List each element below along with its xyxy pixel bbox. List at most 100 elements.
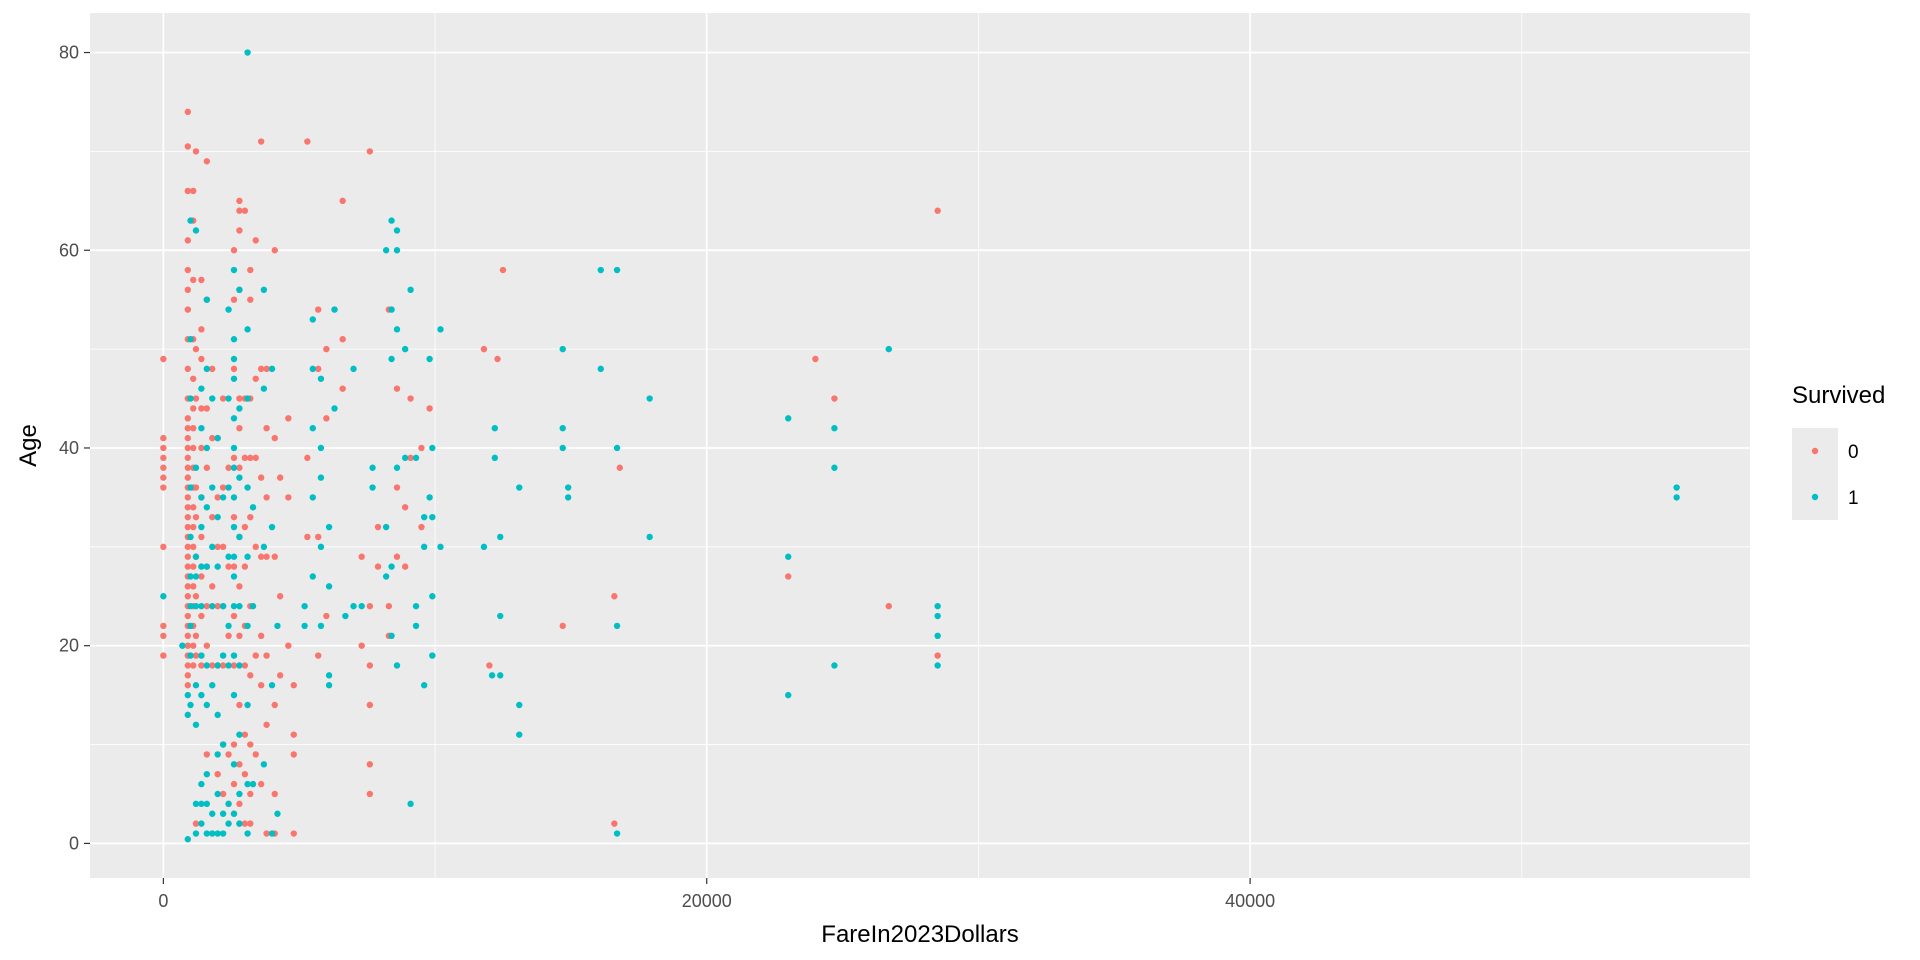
data-point-survived-1 [342, 612, 349, 620]
data-point-survived-0 [225, 751, 232, 758]
data-point-survived-0 [611, 593, 618, 600]
legend-key-point [1811, 447, 1819, 455]
data-point-survived-1 [230, 375, 238, 382]
data-point-survived-1 [184, 836, 192, 843]
data-point-survived-0 [315, 652, 322, 659]
data-point-survived-1 [401, 345, 409, 353]
data-point-survived-0 [209, 583, 216, 590]
data-point-survived-1 [214, 711, 221, 719]
data-point-survived-0 [209, 513, 216, 521]
data-point-survived-1 [559, 425, 566, 432]
data-point-survived-0 [407, 454, 414, 462]
data-point-survived-1 [230, 444, 238, 452]
data-point-survived-0 [339, 336, 346, 343]
data-point-survived-1 [187, 533, 194, 541]
data-point-survived-1 [219, 741, 227, 748]
data-point-survived-1 [426, 494, 433, 501]
data-point-survived-1 [388, 217, 395, 224]
data-point-survived-1 [184, 691, 192, 699]
data-point-survived-0 [252, 375, 259, 382]
data-point-survived-1 [249, 602, 257, 610]
data-point-survived-1 [785, 553, 792, 560]
data-point-survived-1 [219, 830, 227, 837]
data-point-survived-1 [209, 810, 216, 817]
data-point-survived-1 [236, 602, 243, 610]
data-point-survived-0 [214, 771, 221, 778]
data-point-survived-1 [192, 830, 200, 837]
data-point-survived-0 [263, 553, 270, 560]
y-tick-label: 80 [59, 43, 79, 63]
data-point-survived-1 [260, 286, 268, 293]
data-point-survived-1 [192, 573, 200, 580]
data-point-survived-0 [241, 563, 249, 570]
data-point-survived-0 [366, 148, 374, 155]
x-tick-label: 40000 [1225, 891, 1275, 911]
data-point-survived-0 [184, 494, 192, 501]
data-point-survived-0 [209, 662, 216, 669]
data-point-survived-1 [249, 504, 257, 511]
data-point-survived-1 [236, 533, 243, 541]
data-point-survived-1 [274, 622, 281, 630]
data-point-survived-1 [358, 602, 365, 610]
data-point-survived-1 [198, 425, 205, 432]
data-point-survived-0 [486, 662, 493, 669]
data-point-survived-1 [209, 543, 216, 551]
data-point-survived-0 [263, 830, 270, 837]
data-point-survived-1 [230, 691, 238, 699]
data-point-survived-0 [198, 573, 205, 580]
data-point-survived-0 [385, 602, 393, 610]
data-point-survived-1 [301, 602, 308, 610]
data-point-survived-1 [192, 553, 200, 560]
data-point-survived-0 [184, 306, 192, 313]
data-point-survived-1 [225, 662, 232, 669]
data-point-survived-1 [388, 355, 395, 363]
data-point-survived-0 [241, 454, 249, 462]
data-point-survived-0 [393, 553, 401, 560]
data-point-survived-1 [225, 553, 232, 560]
data-point-survived-0 [236, 464, 243, 471]
data-point-survived-1 [393, 326, 401, 333]
data-point-survived-1 [203, 771, 211, 778]
data-point-survived-1 [382, 247, 390, 254]
data-point-survived-0 [263, 425, 270, 432]
data-point-survived-0 [257, 474, 265, 481]
data-point-survived-0 [494, 355, 501, 363]
data-point-survived-0 [184, 662, 192, 669]
data-point-survived-1 [219, 494, 227, 501]
data-point-survived-0 [184, 553, 192, 560]
data-point-survived-0 [480, 345, 488, 353]
data-point-survived-1 [597, 266, 604, 274]
data-point-survived-1 [198, 494, 205, 501]
data-point-survived-1 [393, 227, 401, 234]
x-axis-title: FareIn2023Dollars [821, 921, 1018, 948]
data-point-survived-0 [225, 563, 232, 570]
data-point-survived-1 [426, 355, 433, 363]
data-point-survived-1 [831, 662, 838, 669]
x-axis-ticks: 0 20000 40000 [158, 878, 1275, 911]
data-point-survived-1 [192, 602, 200, 610]
data-point-survived-1 [268, 682, 276, 689]
data-point-survived-1 [497, 533, 504, 541]
data-point-survived-0 [263, 365, 270, 373]
data-point-survived-1 [412, 454, 420, 462]
data-point-survived-0 [358, 642, 365, 649]
data-point-survived-1 [420, 682, 428, 689]
data-point-survived-0 [247, 454, 254, 462]
legend: Survived 01 [1792, 382, 1885, 520]
data-point-survived-0 [198, 355, 205, 363]
data-point-survived-0 [241, 820, 249, 827]
data-point-survived-0 [198, 326, 205, 333]
legend-title: Survived [1792, 382, 1885, 409]
data-point-survived-1 [236, 405, 243, 412]
data-point-survived-0 [236, 395, 243, 402]
data-point-survived-0 [263, 494, 270, 501]
data-point-survived-0 [241, 771, 249, 778]
data-point-survived-0 [366, 701, 374, 709]
data-point-survived-0 [236, 207, 243, 214]
data-point-survived-1 [236, 790, 243, 798]
data-point-survived-1 [219, 810, 227, 817]
data-point-survived-1 [230, 573, 238, 580]
data-point-survived-0 [252, 751, 259, 758]
data-point-survived-0 [190, 444, 197, 452]
data-point-survived-0 [290, 830, 297, 837]
